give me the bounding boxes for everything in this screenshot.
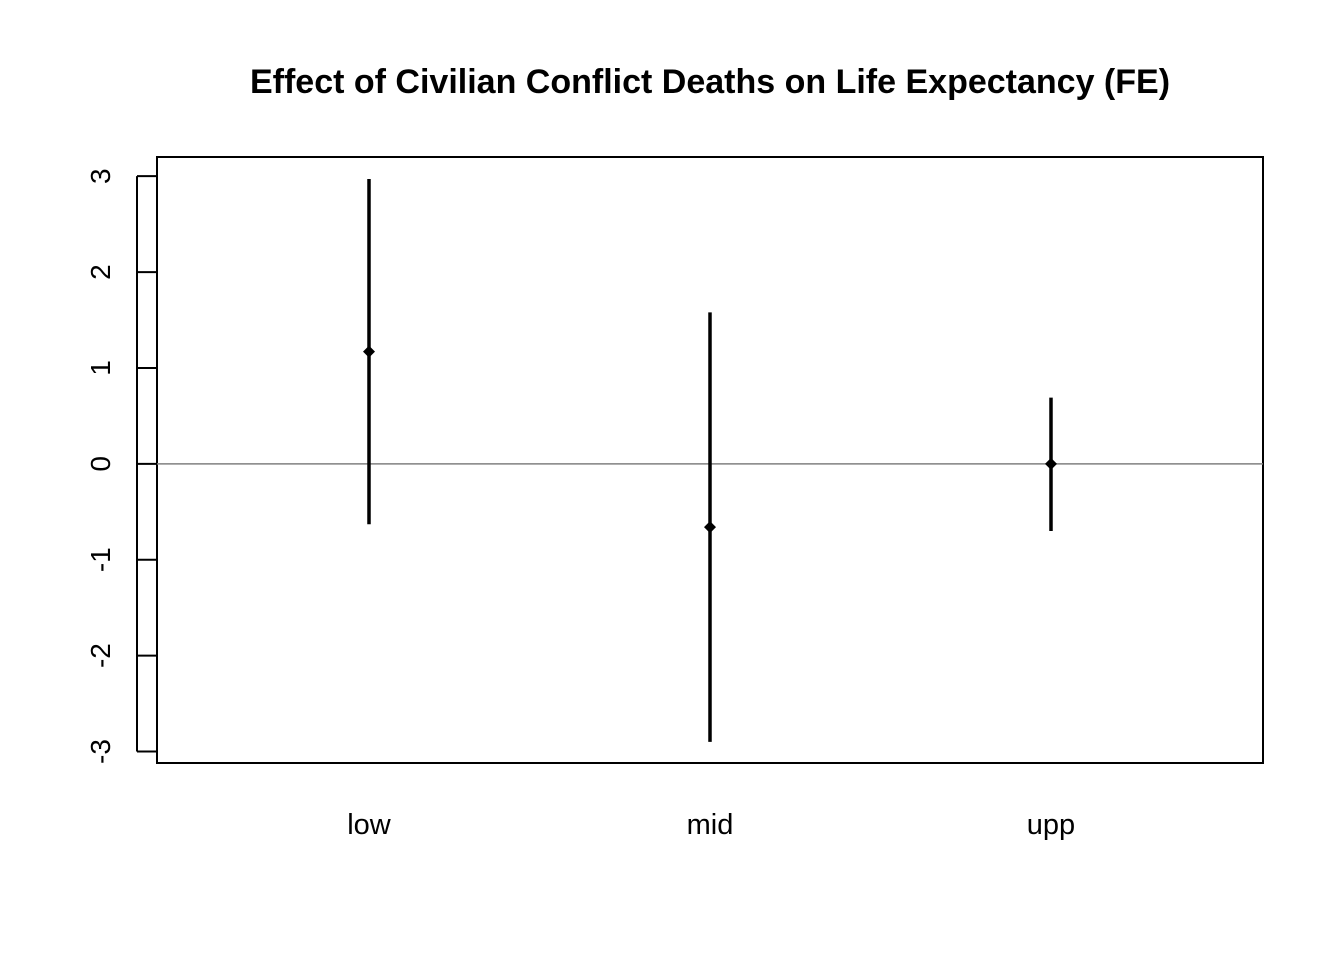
y-tick-label-1: -2 (85, 643, 116, 668)
x-category-label-upp: upp (1027, 809, 1075, 841)
y-tick-label-3: 0 (85, 456, 116, 472)
chart-title: Effect of Civilian Conflict Deaths on Li… (250, 63, 1170, 101)
y-tick-label-6: 3 (85, 168, 116, 184)
y-axis: -3 -2 -1 0 1 2 3 (85, 168, 157, 764)
x-category-label-low: low (347, 809, 392, 841)
point-estimate-upp (1045, 457, 1057, 470)
marks-layer (363, 179, 1057, 742)
plot-frame (156, 156, 1264, 764)
x-labels: low mid upp (347, 809, 1075, 841)
y-tick-label-2: -1 (85, 547, 116, 572)
y-tick-label-4: 1 (85, 360, 116, 376)
point-estimate-low (363, 345, 375, 358)
point-estimate-mid (704, 521, 716, 534)
y-tick-label-0: -3 (85, 739, 116, 764)
y-tick-label-5: 2 (85, 264, 116, 280)
x-category-label-mid: mid (687, 809, 734, 841)
